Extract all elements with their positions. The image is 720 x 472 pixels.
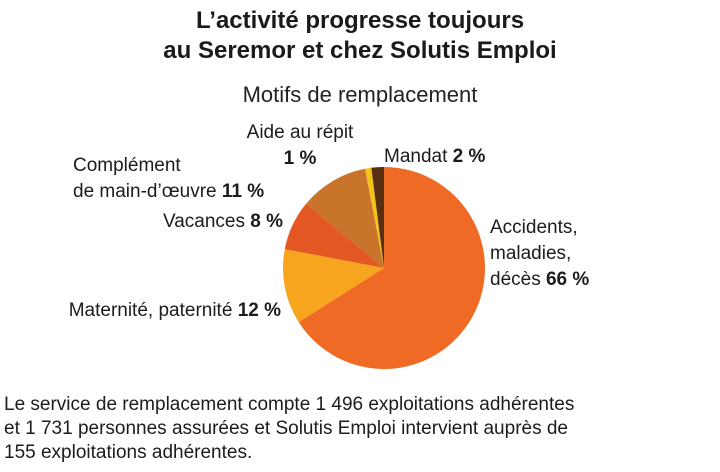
label-aide-repit-pct: 1 % bbox=[283, 148, 317, 169]
pie-slice-4 bbox=[365, 167, 384, 268]
label-aide-repit: Aide au répit 1 % bbox=[220, 120, 380, 172]
pie-slice-1 bbox=[282, 249, 384, 323]
footnote-line-1: Le service de remplacement compte 1 496 … bbox=[4, 394, 575, 415]
label-complement-pct: 11 % bbox=[221, 181, 265, 202]
label-accidents-line-2: maladies, bbox=[490, 243, 572, 264]
label-complement-line-2: de main-d’œuvre bbox=[73, 181, 217, 202]
pie-slice-0 bbox=[298, 167, 485, 369]
pie-slice-3 bbox=[306, 168, 384, 268]
footnote-line-2: et 1 731 personnes assurées et Solutis E… bbox=[4, 418, 568, 439]
footnote: Le service de remplacement compte 1 496 … bbox=[4, 393, 716, 465]
label-accidents-line-1: Accidents, bbox=[490, 217, 578, 238]
label-vacances-text: Vacances bbox=[162, 211, 245, 232]
label-aide-repit-text: Aide au répit bbox=[246, 122, 354, 143]
pie-slice-2 bbox=[284, 203, 384, 268]
label-mandat: Mandat 2 % bbox=[384, 144, 485, 170]
label-maternite-pct: 12 % bbox=[237, 300, 281, 321]
label-mandat-text: Mandat bbox=[384, 146, 448, 167]
label-vacances: Vacances 8 % bbox=[0, 209, 283, 235]
label-complement: Complément de main-d’œuvre 11 % bbox=[73, 153, 264, 205]
label-complement-line-1: Complément bbox=[73, 155, 181, 176]
label-maternite: Maternité, paternité 12 % bbox=[0, 298, 281, 324]
label-accidents-line-3: décès bbox=[490, 269, 541, 290]
label-vacances-pct: 8 % bbox=[250, 211, 283, 232]
label-maternite-text: Maternité, paternité bbox=[68, 300, 233, 321]
label-accidents-pct: 66 % bbox=[545, 269, 590, 290]
chart-subtitle: Motifs de remplacement bbox=[242, 82, 478, 107]
label-accidents: Accidents, maladies, décès 66 % bbox=[490, 215, 589, 293]
footnote-line-3: 155 exploitations adhérentes. bbox=[4, 442, 253, 463]
chart-title-line-2: au Seremor et chez Solutis Emploi bbox=[163, 37, 557, 64]
chart-title-line-1: L’activité progresse toujours bbox=[195, 7, 525, 34]
pie-slice-5 bbox=[371, 167, 384, 268]
label-mandat-pct: 2 % bbox=[452, 146, 486, 167]
